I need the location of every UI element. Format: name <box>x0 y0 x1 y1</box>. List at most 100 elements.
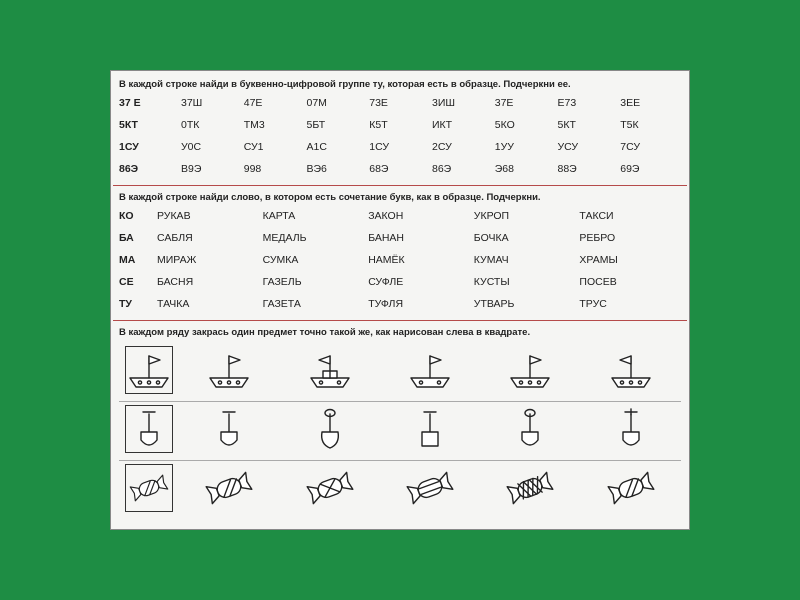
separator-red-1 <box>113 185 687 186</box>
picture-item <box>402 471 458 505</box>
cell: 69Э <box>620 163 681 175</box>
picture-item <box>407 350 453 390</box>
picture-item <box>608 350 654 390</box>
cell: РЕБРО <box>579 232 681 244</box>
picture-item <box>302 471 358 505</box>
cell: 5КТ <box>558 119 619 131</box>
picture-item <box>201 471 257 505</box>
cell: САБЛЯ <box>157 232 259 244</box>
cell: 47Е <box>244 97 305 109</box>
cell: Э68 <box>495 163 556 175</box>
cell: 3ИШ <box>432 97 493 109</box>
cell: 0ТК <box>181 119 242 131</box>
cell: КУСТЫ <box>474 276 576 288</box>
cell: 86Э <box>432 163 493 175</box>
separator-red-2 <box>113 320 687 321</box>
cell: ГАЗЕТА <box>263 298 365 310</box>
picture-row <box>119 463 681 513</box>
row-lead: ТУ <box>119 298 153 310</box>
cell: В9Э <box>181 163 242 175</box>
cell: ТАКСИ <box>579 210 681 222</box>
picture-item <box>510 406 550 452</box>
cell: МЕДАЛЬ <box>263 232 365 244</box>
cell: ГАЗЕЛЬ <box>263 276 365 288</box>
cell: ТАЧКА <box>157 298 259 310</box>
reference-box <box>125 464 173 512</box>
grid-2: КО РУКАВ КАРТАЗАКОН УКРОПТАКСИ БА САБЛЯ МЕДАЛЬ… <box>119 210 681 310</box>
row-lead: 37 Е <box>119 97 179 109</box>
cell: 3ЕЕ <box>620 97 681 109</box>
cell: 88Э <box>558 163 619 175</box>
cell: 73Е <box>369 97 430 109</box>
picture-row <box>119 345 681 395</box>
cell: 37Ш <box>181 97 242 109</box>
grid-1: 37 Е37Ш47Е07М73Е3ИШ37ЕЕ733ЕЕ5КТ0ТКТМ35БТ… <box>119 97 681 175</box>
cell: ТМ3 <box>244 119 305 131</box>
cell: СУФЛЕ <box>368 276 470 288</box>
separator-grey <box>119 460 681 461</box>
cell: Е73 <box>558 97 619 109</box>
cell: БАНАН <box>368 232 470 244</box>
picture-item <box>206 350 252 390</box>
cell: А1С <box>307 141 368 153</box>
cell: УСУ <box>558 141 619 153</box>
instruction-3: В каждом ряду закрась один предмет точно… <box>119 327 681 339</box>
cell: У0С <box>181 141 242 153</box>
row-lead: 1СУ <box>119 141 179 153</box>
cell: ТРУС <box>579 298 681 310</box>
cell: НАМЁК <box>368 254 470 266</box>
worksheet-page: В каждой строке найди в буквенно-цифрово… <box>110 70 690 530</box>
cell: 7СУ <box>620 141 681 153</box>
cell: ВЭ6 <box>307 163 368 175</box>
cell: ЗАКОН <box>368 210 470 222</box>
cell: 37Е <box>495 97 556 109</box>
row-lead: МА <box>119 254 153 266</box>
picture-item <box>307 350 353 390</box>
cell: 5БТ <box>307 119 368 131</box>
cell: КАРТА <box>263 210 365 222</box>
cell: ПОСЕВ <box>579 276 681 288</box>
cell: ХРАМЫ <box>579 254 681 266</box>
picture-item <box>507 350 553 390</box>
cell: 1СУ <box>369 141 430 153</box>
picture-rows <box>119 345 681 513</box>
separator-grey <box>119 401 681 402</box>
cell: Т5К <box>620 119 681 131</box>
picture-item <box>410 406 450 452</box>
cell: 07М <box>307 97 368 109</box>
picture-item <box>502 471 558 505</box>
cell: РУКАВ <box>157 210 259 222</box>
picture-item <box>611 406 651 452</box>
cell: СУМКА <box>263 254 365 266</box>
section-1: В каждой строке найди в буквенно-цифрово… <box>113 75 687 181</box>
cell: БОЧКА <box>474 232 576 244</box>
cell: 68Э <box>369 163 430 175</box>
cell: К5Т <box>369 119 430 131</box>
cell: МИРАЖ <box>157 254 259 266</box>
section-3: В каждом ряду закрась один предмет точно… <box>113 323 687 525</box>
row-lead: 5КТ <box>119 119 179 131</box>
cell: ТУФЛЯ <box>368 298 470 310</box>
cell: 5КО <box>495 119 556 131</box>
row-lead: 86Э <box>119 163 179 175</box>
reference-box <box>125 405 173 453</box>
reference-box <box>125 346 173 394</box>
picture-row <box>119 404 681 454</box>
cell: БАСНЯ <box>157 276 259 288</box>
cell: 1УУ <box>495 141 556 153</box>
cell: СУ1 <box>244 141 305 153</box>
section-2: В каждой строке найди слово, в котором е… <box>113 188 687 316</box>
cell: 2СУ <box>432 141 493 153</box>
cell: УТВАРЬ <box>474 298 576 310</box>
cell: 998 <box>244 163 305 175</box>
picture-item <box>310 406 350 452</box>
cell: ИКТ <box>432 119 493 131</box>
cell: КУМАЧ <box>474 254 576 266</box>
instruction-1: В каждой строке найди в буквенно-цифрово… <box>119 79 681 91</box>
cell: УКРОП <box>474 210 576 222</box>
row-lead: КО <box>119 210 153 222</box>
row-lead: СЕ <box>119 276 153 288</box>
instruction-2: В каждой строке найди слово, в котором е… <box>119 192 681 204</box>
row-lead: БА <box>119 232 153 244</box>
picture-item <box>209 406 249 452</box>
